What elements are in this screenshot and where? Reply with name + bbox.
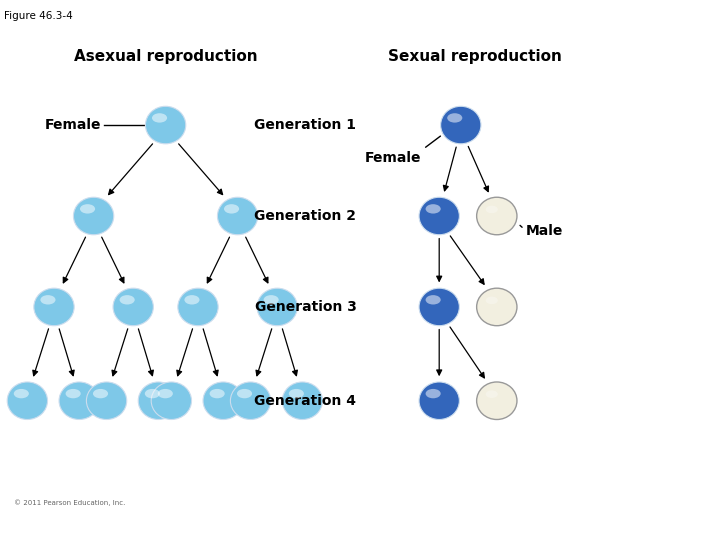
Ellipse shape	[184, 295, 199, 305]
Ellipse shape	[217, 197, 258, 235]
Ellipse shape	[178, 288, 218, 326]
Text: Figure 46.3-4: Figure 46.3-4	[4, 11, 72, 21]
Ellipse shape	[145, 389, 160, 399]
Ellipse shape	[426, 389, 441, 399]
Text: Generation 3: Generation 3	[255, 300, 356, 314]
Ellipse shape	[40, 295, 55, 305]
Ellipse shape	[486, 206, 498, 213]
Text: Generation 1: Generation 1	[254, 118, 356, 132]
Ellipse shape	[477, 197, 517, 235]
Ellipse shape	[93, 389, 108, 399]
Ellipse shape	[80, 204, 95, 213]
Ellipse shape	[257, 288, 297, 326]
Ellipse shape	[264, 295, 279, 305]
Ellipse shape	[426, 295, 441, 305]
Text: Asexual reproduction: Asexual reproduction	[73, 49, 258, 64]
Ellipse shape	[419, 197, 459, 235]
Ellipse shape	[203, 382, 243, 420]
Ellipse shape	[151, 382, 192, 420]
Ellipse shape	[66, 389, 81, 399]
Text: Sexual reproduction: Sexual reproduction	[388, 49, 562, 64]
Text: © 2011 Pearson Education, Inc.: © 2011 Pearson Education, Inc.	[14, 499, 126, 506]
Ellipse shape	[477, 288, 517, 326]
Ellipse shape	[210, 389, 225, 399]
Ellipse shape	[419, 288, 459, 326]
Ellipse shape	[282, 382, 323, 420]
Text: Female: Female	[45, 118, 101, 132]
Ellipse shape	[441, 106, 481, 144]
Ellipse shape	[152, 113, 167, 123]
Ellipse shape	[237, 389, 252, 399]
Ellipse shape	[120, 295, 135, 305]
Ellipse shape	[14, 389, 29, 399]
Ellipse shape	[486, 390, 498, 398]
Ellipse shape	[289, 389, 304, 399]
Ellipse shape	[34, 288, 74, 326]
Ellipse shape	[145, 106, 186, 144]
Ellipse shape	[486, 296, 498, 304]
Ellipse shape	[7, 382, 48, 420]
Ellipse shape	[113, 288, 153, 326]
Ellipse shape	[138, 382, 179, 420]
Ellipse shape	[59, 382, 99, 420]
Text: Male: Male	[526, 224, 563, 238]
Ellipse shape	[230, 382, 271, 420]
Ellipse shape	[224, 204, 239, 213]
Ellipse shape	[477, 382, 517, 420]
Text: Generation 4: Generation 4	[254, 394, 356, 408]
Text: Female: Female	[365, 151, 421, 165]
Ellipse shape	[447, 113, 462, 123]
Ellipse shape	[86, 382, 127, 420]
Ellipse shape	[158, 389, 173, 399]
Text: Generation 2: Generation 2	[254, 209, 356, 223]
Ellipse shape	[73, 197, 114, 235]
Ellipse shape	[426, 204, 441, 213]
Ellipse shape	[419, 382, 459, 420]
